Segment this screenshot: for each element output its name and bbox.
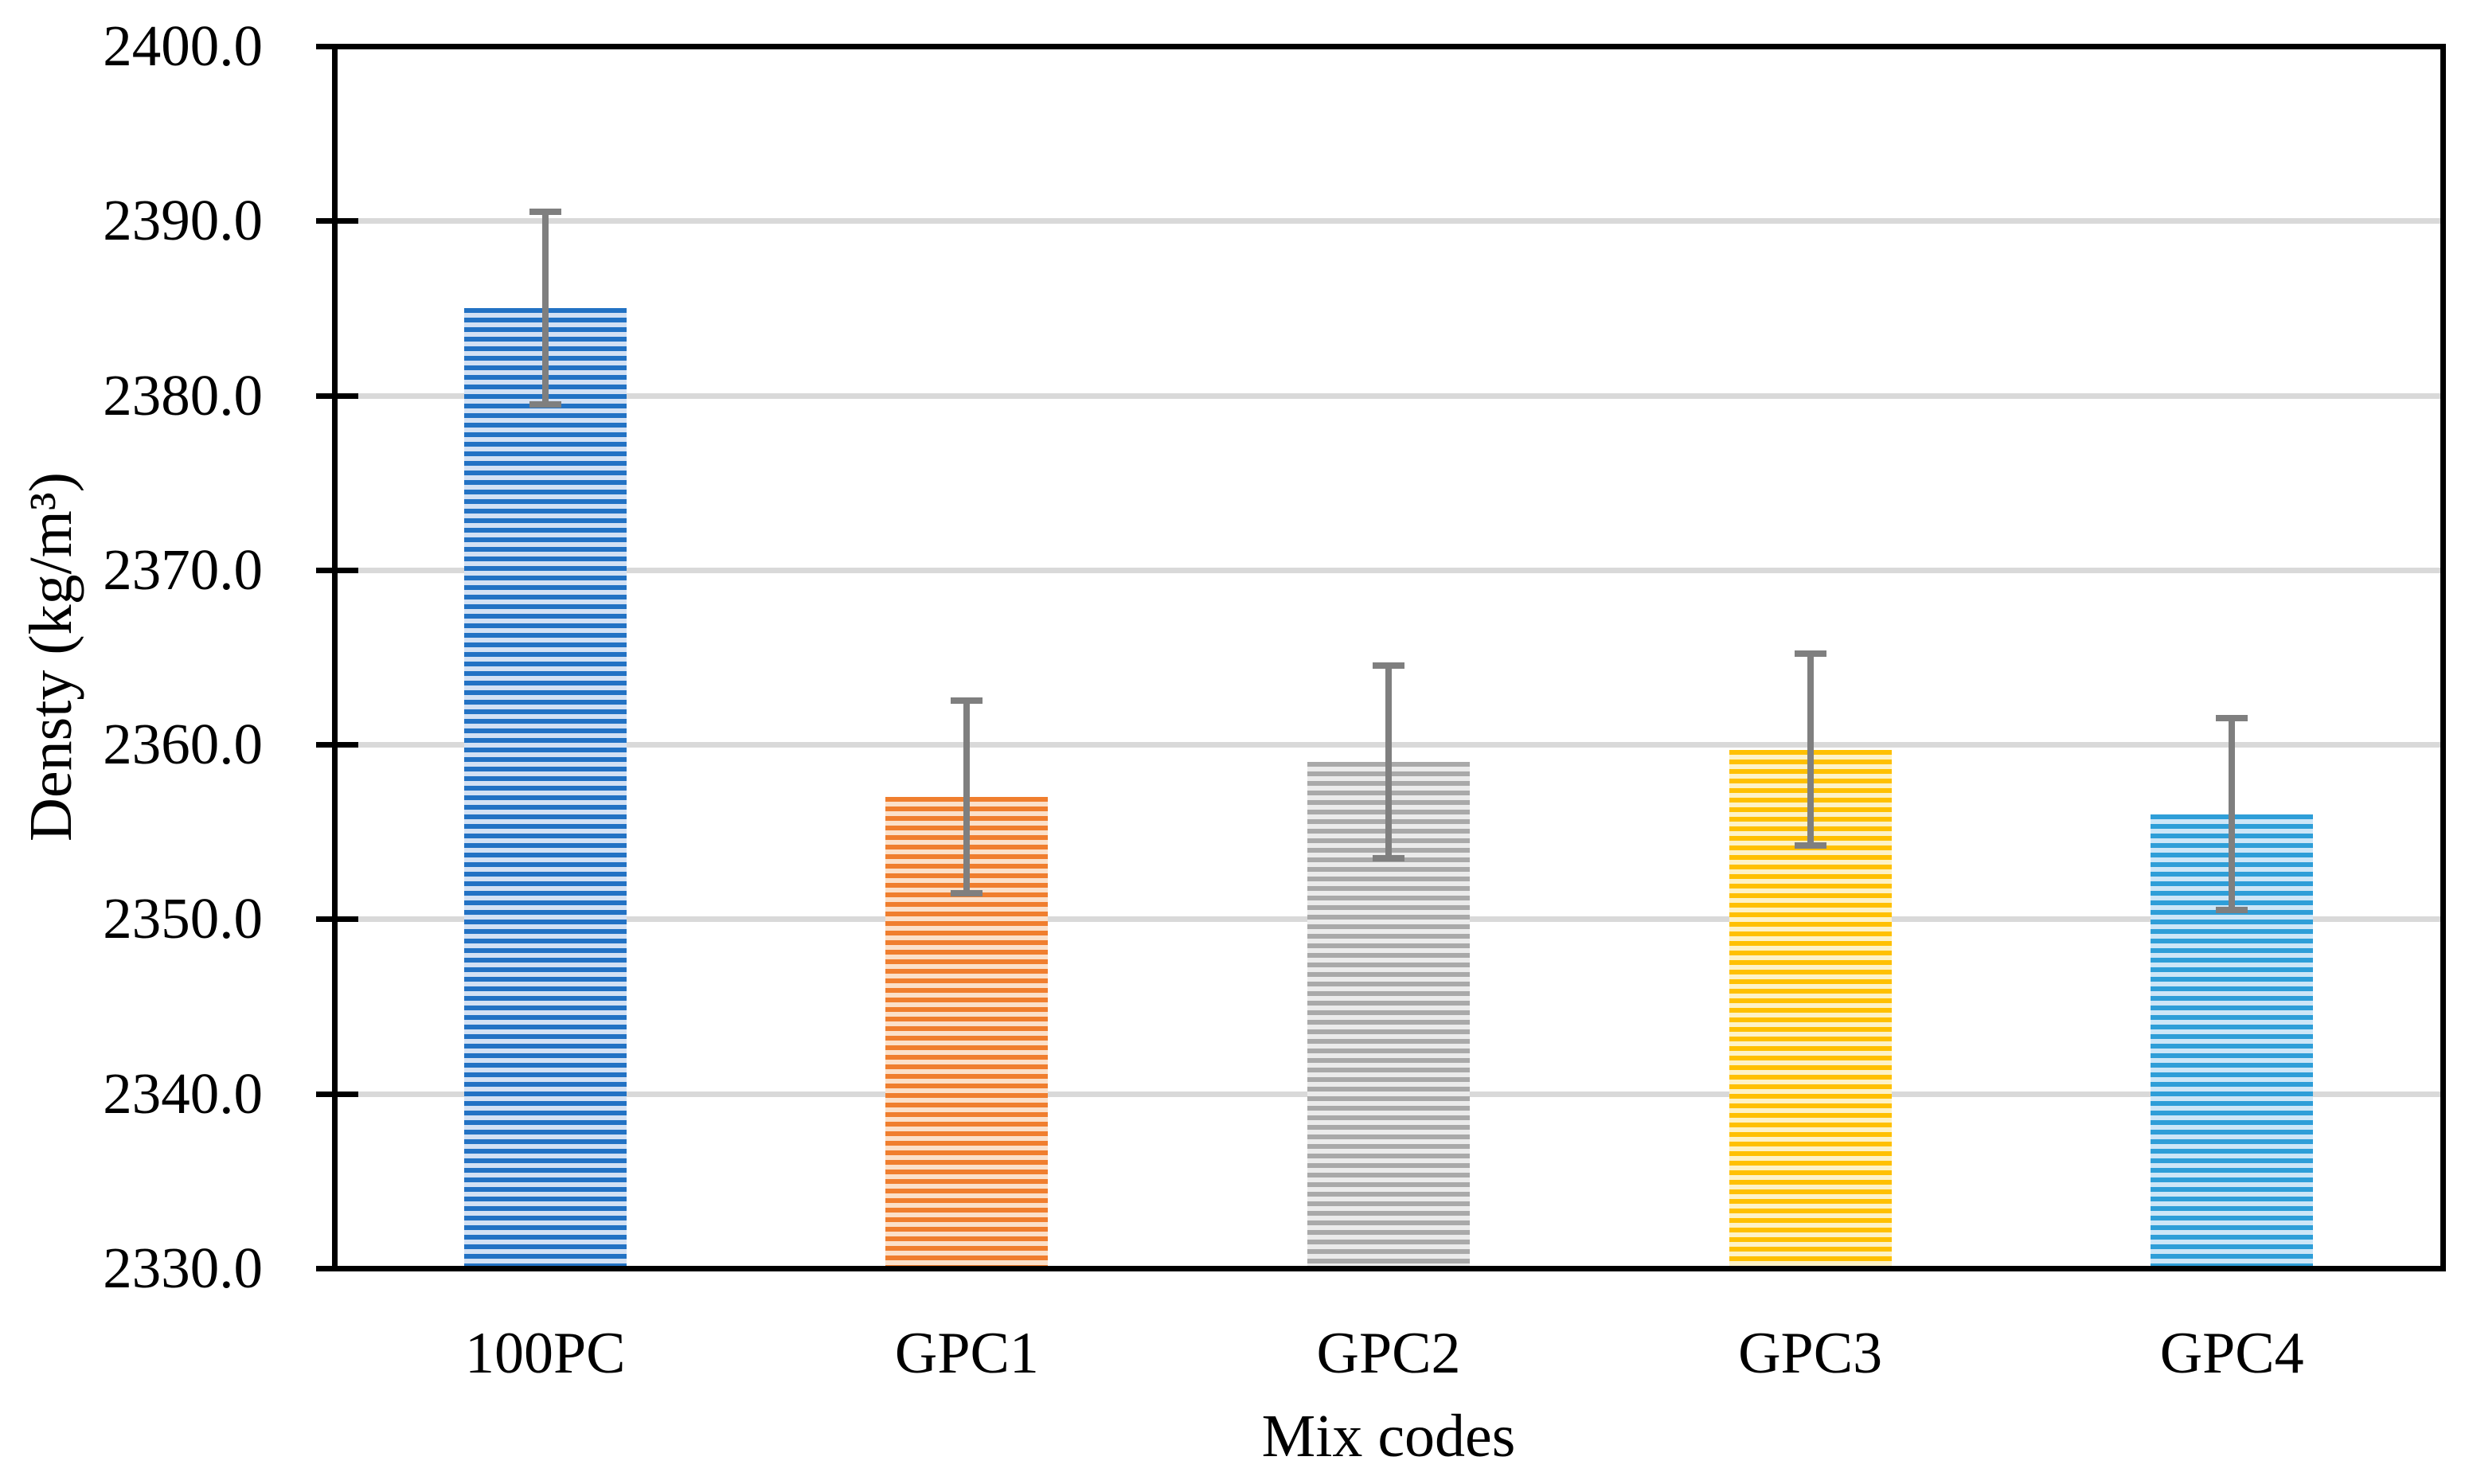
x-axis-title: Mix codes [1261,1403,1516,1470]
bar-100pc [463,307,627,1268]
error-bar-cap-high-gpc1 [951,697,983,705]
x-category-label-gpc4: GPC4 [2159,1321,2304,1386]
y-axis-tick [316,1266,358,1271]
y-axis-tick [316,218,358,225]
y-tick-label: 2350.0 [103,886,263,951]
x-category-label-gpc3: GPC3 [1738,1321,1883,1386]
x-category-label-gpc2: GPC2 [1316,1321,1461,1386]
gridline [338,567,2443,573]
error-bar-cap-low-gpc1 [951,889,983,896]
y-axis-title: Densty (kg/m³) [18,472,84,842]
y-axis-tick [316,1091,358,1097]
error-bar-cap-high-gpc3 [1794,650,1826,658]
y-axis-tick [316,567,358,573]
error-bar-line-100pc [541,212,549,404]
y-axis-tick [316,44,358,49]
y-tick-label: 2400.0 [103,14,263,78]
error-bar-cap-low-100pc [529,400,561,408]
x-category-label-gpc1: GPC1 [894,1321,1039,1386]
gridline [338,392,2443,399]
error-bar-cap-low-gpc4 [2216,907,2248,914]
gridline [338,218,2443,225]
y-axis-tick [316,392,358,399]
y-tick-label: 2390.0 [103,188,263,253]
y-tick-label: 2380.0 [103,362,263,428]
error-bar-cap-high-gpc2 [1373,662,1404,670]
error-bar-line-gpc4 [2229,718,2236,911]
error-bar-cap-low-gpc3 [1794,842,1826,849]
x-category-label-100pc: 100PC [465,1321,626,1386]
y-tick-label: 2370.0 [103,537,263,602]
y-tick-label: 2340.0 [103,1060,263,1126]
y-tick-label: 2360.0 [103,712,263,777]
plot-border [332,44,2446,1271]
error-bar-cap-high-100pc [529,209,561,216]
y-tick-label: 2330.0 [103,1236,263,1300]
error-bar-line-gpc2 [1385,666,1392,858]
error-bar-line-gpc1 [963,701,971,893]
error-bar-cap-high-gpc4 [2216,715,2248,722]
y-axis-tick [316,742,358,748]
error-bar-line-gpc3 [1807,654,1814,846]
y-axis-tick [316,916,358,923]
error-bar-cap-low-gpc2 [1373,854,1404,861]
